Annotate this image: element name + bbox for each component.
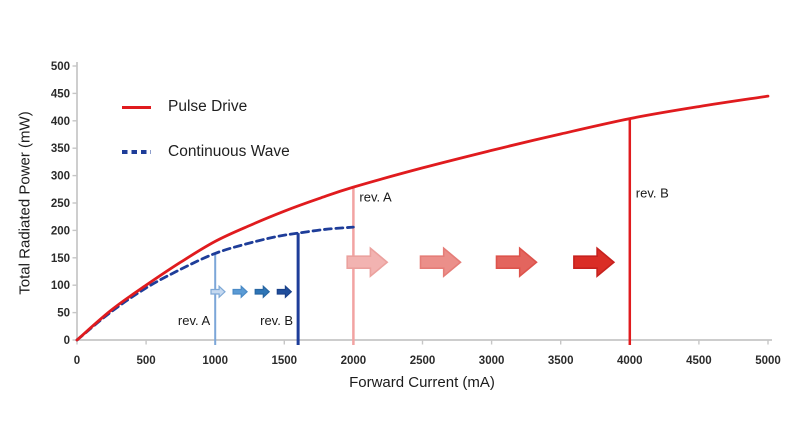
x-tick-label: 5000	[755, 355, 781, 367]
chart-legend: Pulse Drive Continuous Wave	[122, 97, 290, 187]
marker-label-continuous-wave-rev-b: rev. B	[260, 313, 293, 328]
legend-label-pulse-drive: Pulse Drive	[168, 98, 248, 116]
y-tick-label: 250	[51, 198, 70, 210]
cw-improvement-arrow-icon	[254, 284, 271, 299]
x-tick-label: 3000	[479, 355, 505, 367]
y-tick-label: 400	[51, 116, 70, 128]
legend-label-continuous-wave: Continuous Wave	[168, 143, 290, 161]
cw-improvement-arrow-icon	[210, 284, 226, 299]
y-axis-title: Total Radiated Power (mW)	[16, 111, 34, 295]
pulse-drive-curve	[75, 94, 770, 342]
y-tick-label: 200	[51, 225, 70, 237]
x-tick-label: 2000	[341, 355, 367, 367]
pulse-improvement-arrow-icon	[573, 246, 616, 278]
y-tick-label: 0	[64, 335, 70, 347]
pulse-improvement-arrow-icon	[419, 246, 462, 278]
pulse-improvement-arrow-icon	[495, 246, 538, 278]
legend-item-continuous-wave: Continuous Wave	[122, 142, 290, 162]
marker-label-continuous-wave-rev-a: rev. A	[178, 313, 211, 328]
marker-label-pulse-drive-rev-b: rev. B	[636, 186, 669, 201]
x-tick-label: 3500	[548, 355, 574, 367]
y-tick-label: 100	[51, 280, 70, 292]
x-tick-label: 4500	[686, 355, 712, 367]
x-tick-label: 500	[137, 355, 156, 367]
y-tick-label: 500	[51, 61, 70, 73]
y-tick-label: 50	[57, 308, 70, 320]
x-tick-label: 4000	[617, 355, 643, 367]
y-tick-label: 150	[51, 253, 70, 265]
x-tick-label: 1500	[272, 355, 298, 367]
pulse-improvement-arrow-icon	[346, 246, 389, 278]
x-tick-label: 1000	[202, 355, 228, 367]
cw-improvement-arrow-icon	[276, 284, 293, 299]
marker-label-pulse-drive-rev-a: rev. A	[359, 189, 392, 204]
continuous-wave-line-swatch	[122, 150, 151, 154]
x-axis-title: Forward Current (mA)	[349, 374, 495, 391]
legend-item-pulse-drive: Pulse Drive	[122, 97, 290, 117]
cw-improvement-arrow-icon	[232, 284, 248, 299]
y-tick-label: 450	[51, 88, 70, 100]
pulse-drive-line-swatch	[122, 105, 151, 109]
x-tick-label: 0	[74, 355, 80, 367]
y-tick-label: 350	[51, 143, 70, 155]
y-tick-label: 300	[51, 171, 70, 183]
x-tick-label: 2500	[410, 355, 436, 367]
